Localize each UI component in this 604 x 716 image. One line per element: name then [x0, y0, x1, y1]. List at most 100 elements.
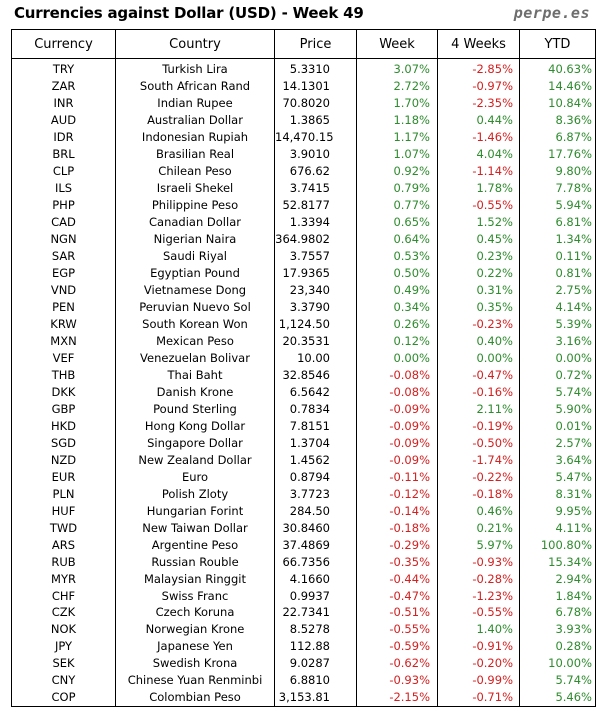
table-row: PHP Philippine Peso 52.8177 0.77% -0.55% 5.94… [11, 196, 596, 214]
four-week-change-cell: -0.99% [437, 671, 520, 689]
currency-code: PLN [11, 485, 116, 503]
currency-code: NOK [11, 620, 116, 638]
ytd-change-cell: 5.74% [519, 383, 596, 401]
country-name: Peruvian Nuevo Sol [115, 298, 275, 316]
currency-code: JPY [11, 637, 116, 655]
country-name: Pound Sterling [115, 400, 275, 418]
country-name: Polish Zloty [115, 485, 275, 503]
country-name: Egyptian Pound [115, 264, 275, 282]
column-header-ytd: YTD [519, 29, 596, 59]
price-cell: 112.88 [274, 637, 357, 655]
ytd-change-cell: 17.76% [519, 145, 596, 163]
price-cell: 37.4869 [274, 536, 357, 554]
currency-code: SAR [11, 247, 116, 265]
four-week-change-cell: 1.78% [437, 179, 520, 197]
price-cell: 364.9802 [274, 230, 357, 248]
four-week-change-cell: 0.22% [437, 264, 520, 282]
week-change-cell: -0.93% [356, 671, 438, 689]
week-change-cell: -0.47% [356, 587, 438, 604]
price-cell: 1.3394 [274, 213, 357, 231]
week-change-cell: 0.77% [356, 196, 438, 214]
price-cell: 70.8020 [274, 94, 357, 112]
week-change-cell: 1.18% [356, 111, 438, 129]
table-row: ZAR South African Rand 14.1301 2.72% -0.97% 1… [11, 77, 596, 95]
price-cell: 20.3531 [274, 332, 357, 350]
table-row: EGP Egyptian Pound 17.9365 0.50% 0.22% 0.81% [11, 264, 596, 282]
column-header-price: Price [274, 29, 357, 59]
four-week-change-cell: -0.93% [437, 553, 520, 571]
four-week-change-cell: 5.97% [437, 536, 520, 554]
table-row: NOK Norwegian Krone 8.5278 -0.55% 1.40% 3.93% [11, 620, 596, 638]
table-row: VEF Venezuelan Bolivar 10.00 0.00% 0.00% 0.00… [11, 349, 596, 367]
table-row: GBP Pound Sterling 0.7834 -0.09% 2.11% 5.90% [11, 400, 596, 418]
table-row: CAD Canadian Dollar 1.3394 0.65% 1.52% 6.81% [11, 213, 596, 231]
four-week-change-cell: 0.21% [437, 519, 520, 537]
four-week-change-cell: 0.23% [437, 247, 520, 265]
currency-code: DKK [11, 383, 116, 401]
currency-code: HUF [11, 502, 116, 520]
table-row: TRY Turkish Lira 5.3310 3.07% -2.85% 40.63% [11, 58, 596, 78]
week-change-cell: 0.49% [356, 281, 438, 299]
ytd-change-cell: 4.14% [519, 298, 596, 316]
price-cell: 52.8177 [274, 196, 357, 214]
table-row: SAR Saudi Riyal 3.7557 0.53% 0.23% 0.11% [11, 247, 596, 265]
price-cell: 10.00 [274, 349, 357, 367]
week-change-cell: 1.70% [356, 94, 438, 112]
four-week-change-cell: 0.46% [437, 502, 520, 520]
week-change-cell: 2.72% [356, 77, 438, 95]
currency-code: EGP [11, 264, 116, 282]
table-row: CZK Czech Koruna 22.7341 -0.51% -0.55% 6.78% [11, 604, 596, 621]
country-name: Mexican Peso [115, 332, 275, 350]
four-week-change-cell: 1.52% [437, 213, 520, 231]
ytd-change-cell: 3.16% [519, 332, 596, 350]
table-row: PEN Peruvian Nuevo Sol 3.3790 0.34% 0.35% 4.1… [11, 298, 596, 316]
table-row: THB Thai Baht 32.8546 -0.08% -0.47% 0.72% [11, 366, 596, 384]
ytd-change-cell: 2.57% [519, 434, 596, 452]
table-row: RUB Russian Rouble 66.7356 -0.35% -0.93% 15.3… [11, 553, 596, 571]
table-row: CHF Swiss Franc 0.9937 -0.47% -1.23% 1.84% [11, 587, 596, 604]
table-row: SGD Singapore Dollar 1.3704 -0.09% -0.50% 2.5… [11, 434, 596, 452]
ytd-change-cell: 3.64% [519, 451, 596, 469]
brand-logo: perpe.es [513, 4, 590, 22]
currency-code: ILS [11, 179, 116, 197]
four-week-change-cell: 0.35% [437, 298, 520, 316]
week-change-cell: -0.12% [356, 485, 438, 503]
ytd-change-cell: 0.72% [519, 366, 596, 384]
ytd-change-cell: 1.34% [519, 230, 596, 248]
week-change-cell: 0.50% [356, 264, 438, 282]
currency-code: MYR [11, 570, 116, 588]
price-cell: 3.7557 [274, 247, 357, 265]
column-header-week: Week [356, 29, 438, 59]
page-title: Currencies against Dollar (USD) - Week 4… [14, 4, 364, 22]
price-cell: 4.1660 [274, 570, 357, 588]
price-cell: 6.5642 [274, 383, 357, 401]
country-name: Israeli Shekel [115, 179, 275, 197]
ytd-change-cell: 6.78% [519, 604, 596, 621]
ytd-change-cell: 0.11% [519, 247, 596, 265]
country-name: Hong Kong Dollar [115, 417, 275, 435]
ytd-change-cell: 8.31% [519, 485, 596, 503]
country-name: Thai Baht [115, 366, 275, 384]
price-cell: 3,153.81 [274, 688, 357, 707]
week-change-cell: -0.55% [356, 620, 438, 638]
table-row: CNY Chinese Yuan Renminbi 6.8810 -0.93% -0.9… [11, 671, 596, 689]
table-row: HKD Hong Kong Dollar 7.8151 -0.09% -0.19% 0.0… [11, 417, 596, 435]
country-name: Chinese Yuan Renminbi [115, 671, 275, 689]
price-cell: 30.8460 [274, 519, 357, 537]
week-change-cell: -0.14% [356, 502, 438, 520]
ytd-change-cell: 15.34% [519, 553, 596, 571]
column-header-country: Country [115, 29, 275, 59]
price-cell: 22.7341 [274, 604, 357, 621]
currency-code: IDR [11, 128, 116, 146]
currency-code: KRW [11, 315, 116, 333]
currency-code: THB [11, 366, 116, 384]
ytd-change-cell: 40.63% [519, 58, 596, 78]
price-cell: 1,124.50 [274, 315, 357, 333]
price-cell: 5.3310 [274, 58, 357, 78]
ytd-change-cell: 100.80% [519, 536, 596, 554]
table-row: BRL Brasilian Real 3.9010 1.07% 4.04% 17.76% [11, 145, 596, 163]
four-week-change-cell: -0.55% [437, 604, 520, 621]
four-week-change-cell: -0.71% [437, 688, 520, 707]
price-cell: 8.5278 [274, 620, 357, 638]
table-row: COP Colombian Peso 3,153.81 -2.15% -0.71% 5.4… [11, 688, 596, 707]
